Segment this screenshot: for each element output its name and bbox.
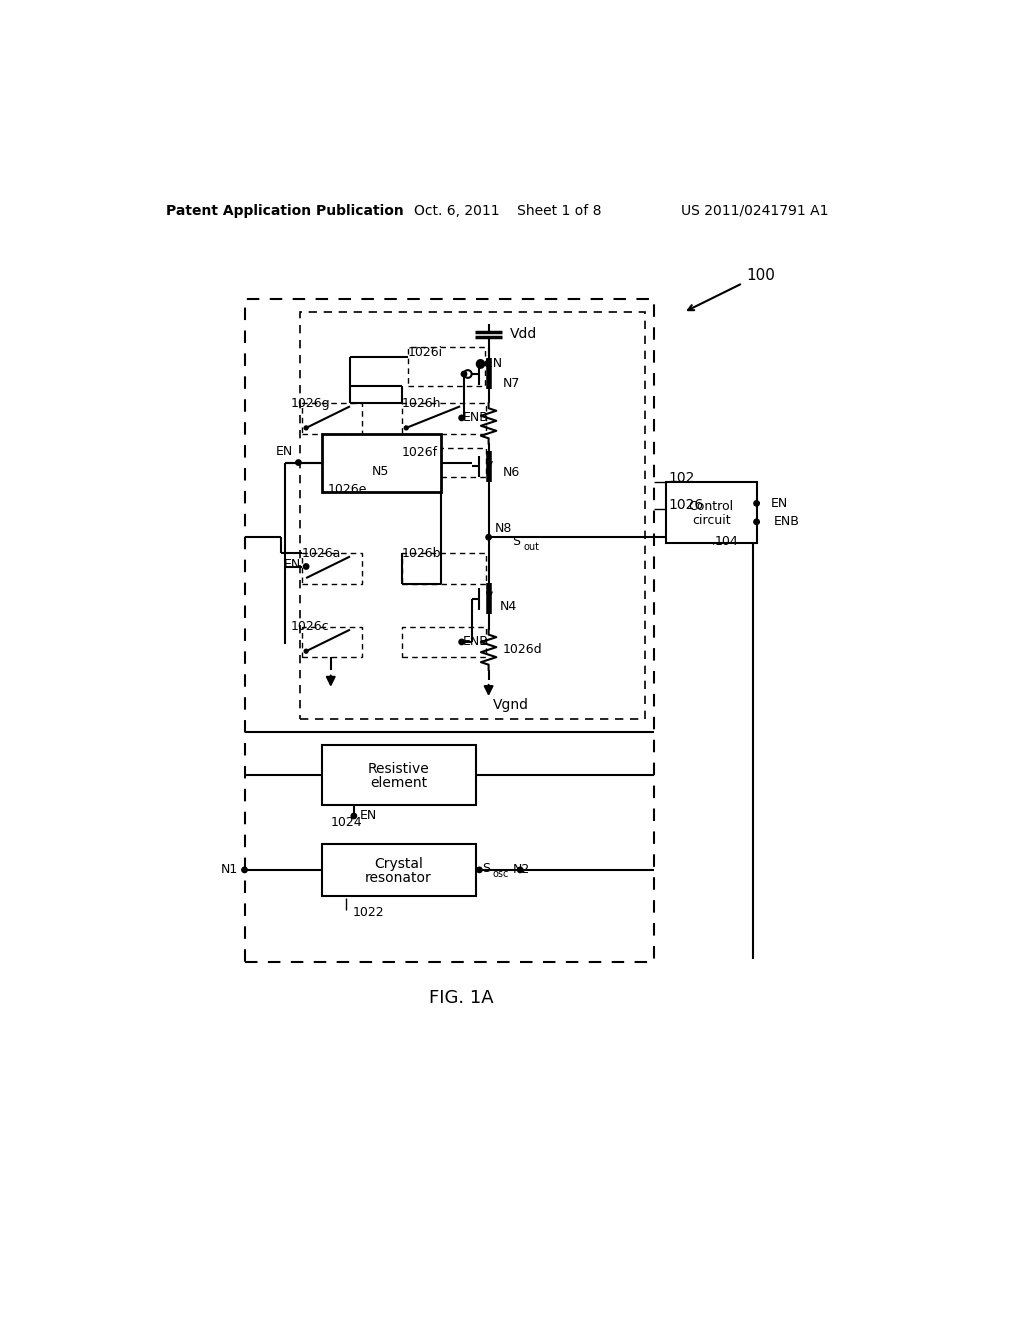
Circle shape [459, 639, 464, 644]
Circle shape [754, 500, 759, 506]
Text: resonator: resonator [366, 871, 432, 884]
Text: Resistive: Resistive [368, 762, 429, 776]
Bar [401, 553, 486, 585]
Circle shape [517, 867, 523, 873]
Text: out: out [523, 543, 540, 552]
Text: EN: EN [360, 809, 377, 822]
Text: N4: N4 [500, 601, 517, 612]
Bar [322, 434, 441, 492]
Text: EN: EN [275, 445, 293, 458]
Text: N7: N7 [503, 376, 520, 389]
Bar [401, 404, 486, 434]
Circle shape [242, 867, 247, 873]
Bar [300, 313, 645, 719]
Text: N8: N8 [495, 521, 512, 535]
Text: 104: 104 [715, 536, 738, 548]
Bar [408, 347, 484, 385]
Circle shape [351, 813, 356, 818]
Bar [322, 744, 475, 805]
Circle shape [304, 649, 308, 653]
Text: EN: EN [770, 496, 787, 510]
Text: 1026c: 1026c [291, 620, 330, 634]
Text: element: element [370, 776, 427, 789]
Text: US 2011/0241791 A1: US 2011/0241791 A1 [681, 203, 828, 218]
Text: FIG. 1A: FIG. 1A [429, 989, 494, 1007]
Text: N2: N2 [512, 863, 529, 876]
Text: 1022: 1022 [352, 907, 384, 920]
Circle shape [303, 564, 309, 569]
Text: osc: osc [493, 869, 509, 879]
Circle shape [461, 371, 467, 376]
Circle shape [404, 426, 409, 430]
Bar [301, 627, 361, 657]
Text: S: S [481, 862, 489, 875]
Bar [401, 447, 486, 478]
Text: Oct. 6, 2011    Sheet 1 of 8: Oct. 6, 2011 Sheet 1 of 8 [414, 203, 602, 218]
Circle shape [754, 519, 759, 524]
Text: 1026d: 1026d [503, 643, 542, 656]
Text: ENB: ENB [463, 412, 489, 425]
Text: Crystal: Crystal [374, 857, 423, 871]
Circle shape [296, 459, 301, 465]
Text: 1026b: 1026b [401, 546, 441, 560]
Bar [401, 627, 486, 657]
Bar [301, 553, 361, 585]
Bar [666, 482, 757, 544]
Text: ENB: ENB [463, 635, 489, 648]
Text: Vgnd: Vgnd [493, 698, 528, 711]
Circle shape [304, 426, 308, 430]
Text: 1024: 1024 [331, 816, 362, 829]
Circle shape [486, 535, 492, 540]
Text: 1026h: 1026h [401, 397, 441, 409]
Bar [245, 298, 654, 962]
Text: EN: EN [284, 558, 301, 572]
Text: 1026a: 1026a [301, 546, 341, 560]
Circle shape [477, 867, 482, 873]
Bar [301, 404, 361, 434]
Text: S: S [512, 536, 520, 548]
Circle shape [459, 416, 464, 421]
Text: N1: N1 [221, 863, 239, 876]
Text: 1026i: 1026i [408, 346, 443, 359]
Text: 102: 102 [668, 471, 694, 484]
Text: 1026f: 1026f [401, 446, 437, 459]
Text: 1026g: 1026g [291, 397, 331, 409]
Text: 100: 100 [746, 268, 775, 282]
Text: N6: N6 [503, 466, 520, 479]
Text: Patent Application Publication: Patent Application Publication [166, 203, 403, 218]
Text: N5: N5 [372, 465, 389, 478]
Text: Vdd: Vdd [510, 327, 538, 341]
Bar [322, 843, 475, 896]
Text: ENB: ENB [773, 515, 800, 528]
Text: Control: Control [688, 500, 734, 513]
Text: circuit: circuit [692, 513, 730, 527]
Text: 1026e: 1026e [328, 483, 367, 496]
Text: ●EN: ●EN [475, 356, 503, 370]
Text: 1026: 1026 [668, 498, 703, 512]
